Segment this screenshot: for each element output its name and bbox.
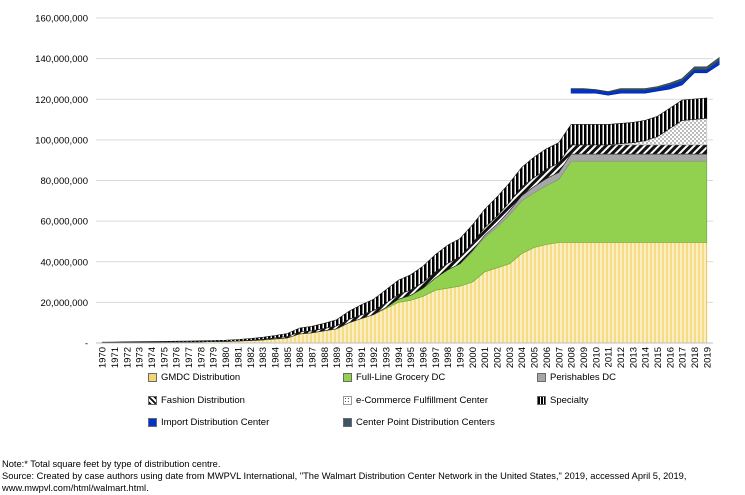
legend-label: Perishables DC (550, 372, 616, 383)
x-tick-label: 2012 (616, 347, 627, 368)
legend-item-import: Import Distribution Center (148, 417, 269, 428)
x-tick-label: 1988 (320, 347, 331, 368)
x-tick-label: 2011 (604, 347, 615, 367)
x-tick-label: 2019 (702, 347, 713, 368)
x-tick-label: 1970 (98, 347, 109, 368)
x-tick-label: 1981 (233, 347, 244, 368)
centerpoint-swatch-icon (343, 418, 352, 427)
gmdc-swatch-icon (148, 373, 157, 382)
x-tick-label: 1977 (184, 347, 195, 368)
x-tick-label: 1990 (344, 347, 355, 368)
x-tick-label: 1974 (147, 347, 158, 368)
legend-label: e-Commerce Fulfillment Center (356, 395, 488, 406)
legend-item-specialty: Specialty (537, 395, 589, 406)
x-tick-label: 1975 (159, 347, 170, 368)
x-tick-label: 2002 (493, 347, 504, 368)
y-tick-label: - (85, 339, 88, 350)
legend-label: Center Point Distribution Centers (356, 417, 495, 428)
x-tick-label: 1973 (135, 347, 146, 368)
x-tick-label: 1993 (381, 347, 392, 368)
x-tick-label: 1984 (270, 347, 281, 368)
x-tick-label: 1985 (283, 347, 294, 368)
x-tick-label: 1989 (332, 347, 343, 368)
x-tick-label: 1983 (258, 347, 269, 368)
x-tick-label: 2006 (542, 347, 553, 368)
x-tick-label: 1997 (431, 347, 442, 368)
x-tick-label: 2007 (554, 347, 565, 368)
x-tick-label: 2014 (641, 347, 652, 368)
legend-label: Fashion Distribution (161, 395, 245, 406)
x-tick-label: 1979 (209, 347, 220, 368)
x-tick-label: 1976 (172, 347, 183, 368)
source-line: Source: Created by case authors using da… (2, 471, 687, 481)
legend-label: Full-Line Grocery DC (356, 372, 446, 383)
grocery-swatch-icon (343, 373, 352, 382)
legend-label: Specialty (550, 395, 589, 406)
x-tick-label: 1991 (357, 347, 368, 368)
x-tick-label: 2013 (628, 347, 639, 368)
x-tick-label: 1996 (419, 347, 430, 368)
source-url-line: www.mwpvl.com/html/walmart.html. (2, 483, 149, 493)
note-line: Note:* Total square feet by type of dist… (2, 459, 221, 469)
x-tick-label: 2005 (530, 347, 541, 368)
legend-item-centerpoint: Center Point Distribution Centers (343, 417, 495, 428)
fashion-swatch-icon (148, 396, 157, 405)
stacked-area-chart: - 20,000,000 40,000,000 60,000,000 80,000,00… (35, 14, 720, 368)
y-tick-label: 20,000,000 (40, 298, 88, 309)
import-swatch-icon (148, 418, 157, 427)
x-tick-label: 1999 (456, 347, 467, 368)
perishables-swatch-icon (537, 373, 546, 382)
x-tick-label: 1980 (221, 347, 232, 368)
y-tick-label: 100,000,000 (35, 135, 88, 146)
legend-item-fashion: Fashion Distribution (148, 395, 245, 406)
x-tick-label: 2010 (591, 347, 602, 368)
x-tick-label: 2015 (653, 347, 664, 368)
y-tick-label: 80,000,000 (40, 176, 88, 187)
x-tick-label: 2018 (690, 347, 701, 368)
legend-item-ecommerce: e-Commerce Fulfillment Center (343, 395, 488, 406)
x-tick-label: 1972 (122, 347, 133, 368)
chart-notes: Note:* Total square feet by type of dist… (2, 458, 745, 494)
legend-item-gmdc: GMDC Distribution (148, 372, 240, 383)
legend-item-grocery: Full-Line Grocery DC (343, 372, 445, 383)
x-tick-label: 2009 (579, 347, 590, 368)
y-tick-label: 40,000,000 (40, 257, 88, 268)
y-tick-label: 120,000,000 (35, 95, 88, 106)
area-specialty (101, 97, 708, 343)
legend-label: GMDC Distribution (161, 372, 241, 383)
x-tick-label: 2001 (480, 347, 491, 368)
x-tick-label: 2008 (567, 347, 578, 368)
x-tick-label: 1982 (246, 347, 257, 368)
y-tick-label: 140,000,000 (35, 54, 88, 65)
x-tick-label: 1978 (196, 347, 207, 368)
x-tick-label: 2004 (517, 347, 528, 368)
y-tick-label: 160,000,000 (35, 14, 88, 25)
x-tick-label: 1998 (443, 347, 454, 368)
y-tick-label: 60,000,000 (40, 217, 88, 228)
area-center-point-distribution-centers (570, 57, 720, 93)
ecommerce-swatch-icon (343, 396, 352, 405)
legend-label: Import Distribution Center (161, 417, 270, 428)
x-tick-label: 2003 (505, 347, 516, 368)
x-tick-label: 2017 (678, 347, 689, 368)
x-tick-label: 1987 (307, 347, 318, 368)
x-tick-label: 2016 (665, 347, 676, 368)
x-tick-label: 1995 (406, 347, 417, 368)
legend: GMDC Distribution Full-Line Grocery DC P… (148, 372, 738, 432)
x-tick-label: 1994 (394, 347, 405, 368)
specialty-swatch-icon (537, 396, 546, 405)
x-tick-label: 2000 (468, 347, 479, 368)
x-tick-label: 1992 (369, 347, 380, 368)
legend-item-perishables: Perishables DC (537, 372, 616, 383)
x-tick-label: 1971 (110, 347, 121, 368)
x-tick-label: 1986 (295, 347, 306, 368)
